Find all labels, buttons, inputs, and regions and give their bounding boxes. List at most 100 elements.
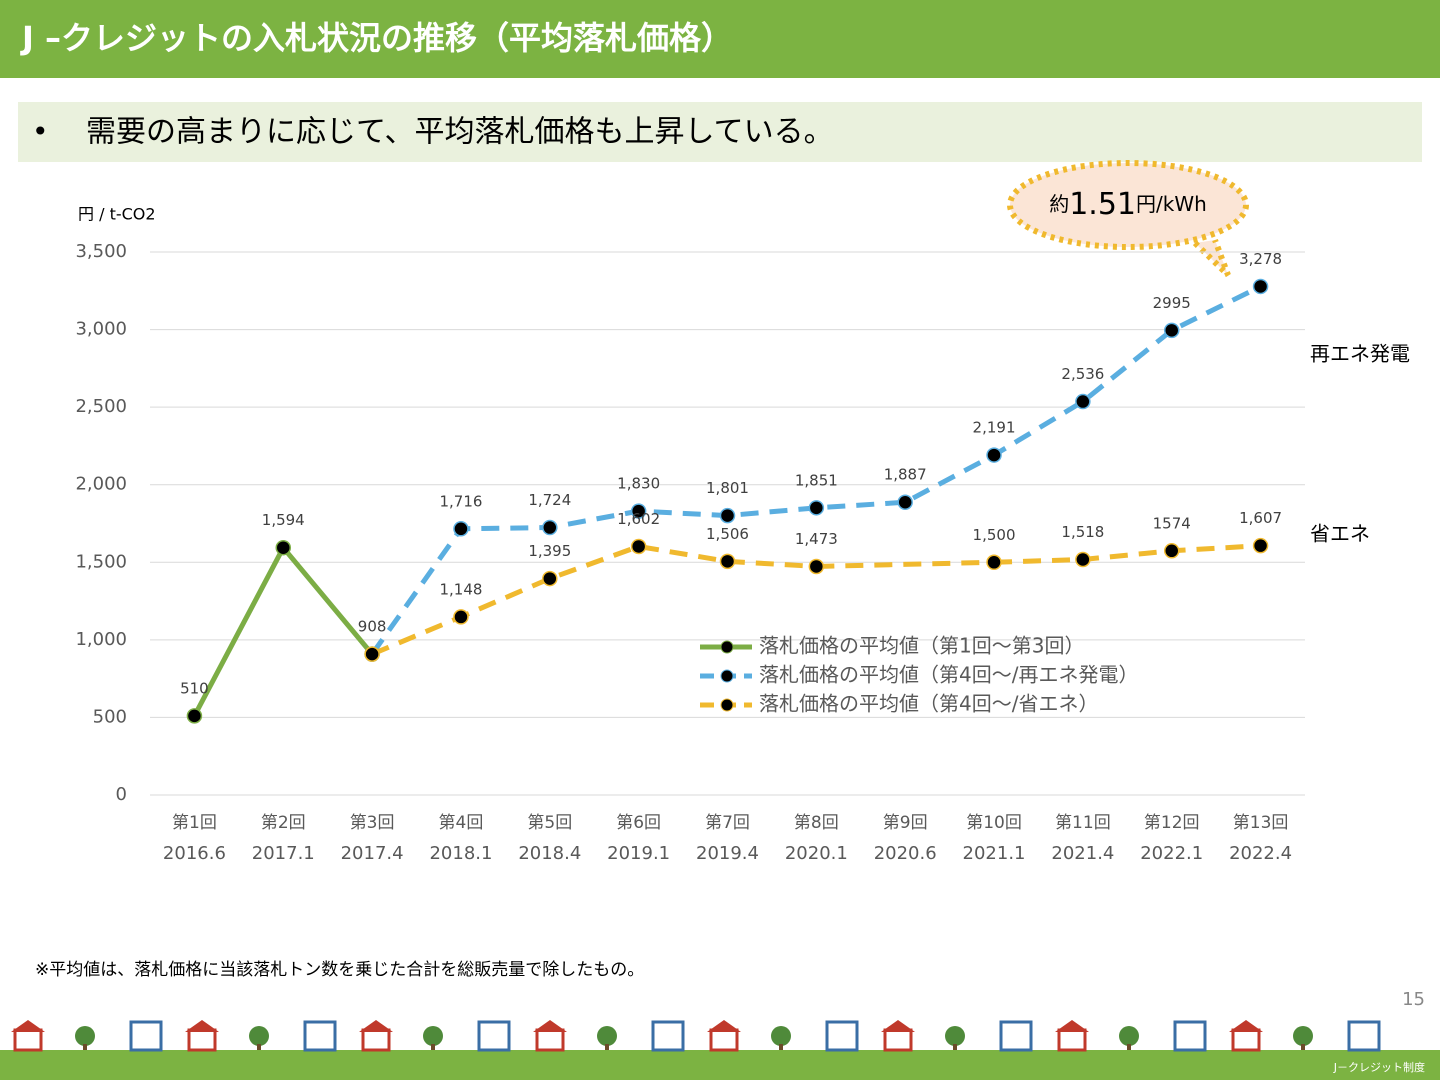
x-tick-label: 2022.1	[1140, 843, 1203, 864]
legend-marker	[720, 640, 734, 654]
x-tick-label: 2021.4	[1051, 843, 1114, 864]
x-tick-label: 2018.4	[518, 843, 581, 864]
legend-marker	[720, 669, 734, 683]
point	[719, 507, 736, 524]
page-number: 15	[1402, 989, 1425, 1010]
x-tick-label: 2017.4	[341, 843, 404, 864]
data-label: 1,602	[617, 510, 660, 528]
data-label: 2,536	[1061, 365, 1104, 383]
x-tick-label: 第9回	[883, 813, 928, 833]
bullet: •	[32, 115, 49, 148]
y-tick-label: 500	[93, 706, 127, 727]
slide-title: J –クレジットの入札状況の推移（平均落札価格）	[20, 19, 733, 57]
legend-marker	[720, 698, 734, 712]
data-label: 1,887	[884, 466, 927, 484]
legend-label: 落札価格の平均値（第1回～第3回）	[759, 634, 1084, 658]
x-tick-label: 2020.1	[785, 843, 848, 864]
point	[808, 500, 825, 516]
x-tick-label: 第13回	[1233, 813, 1289, 833]
roof	[185, 1020, 219, 1032]
data-label: 1,830	[617, 475, 660, 493]
house	[1231, 1028, 1261, 1052]
roof	[881, 1020, 915, 1032]
trunk	[779, 1044, 783, 1050]
tree	[597, 1026, 617, 1046]
x-tick-label: 第10回	[966, 813, 1022, 833]
callout-value: 1.51	[1069, 187, 1136, 222]
point	[630, 503, 647, 519]
y-tick-label: 1,000	[75, 629, 127, 650]
point	[1075, 551, 1091, 568]
house	[709, 1028, 739, 1052]
point	[542, 519, 558, 536]
x-tick-label: 第7回	[705, 813, 750, 833]
x-tick-label: 第5回	[527, 813, 572, 833]
callout-tail	[1192, 238, 1231, 278]
annotation: 再エネ発電	[1310, 342, 1410, 366]
house	[187, 1028, 217, 1052]
building	[1173, 1020, 1207, 1052]
data-label: 1,851	[795, 471, 838, 489]
roof	[533, 1020, 567, 1032]
house	[1057, 1028, 1087, 1052]
point	[1163, 543, 1180, 559]
data-label: 1,594	[262, 511, 305, 529]
data-label: 908	[358, 618, 387, 636]
data-label: 1,395	[528, 542, 571, 560]
trunk	[257, 1044, 261, 1050]
data-label: 1,801	[706, 479, 749, 497]
x-tick-label: 第8回	[794, 813, 839, 833]
roof	[707, 1020, 741, 1032]
tree	[1119, 1026, 1139, 1046]
footer-bar	[0, 1050, 1440, 1080]
tree	[423, 1026, 443, 1046]
tree	[771, 1026, 791, 1046]
y-tick-label: 1,500	[75, 551, 127, 572]
y-tick-label: 3,000	[75, 319, 127, 340]
point	[1252, 278, 1269, 295]
series-line	[192, 543, 375, 718]
point	[542, 570, 558, 587]
roof	[1229, 1020, 1263, 1032]
series-line	[371, 543, 817, 657]
y-tick-label: 2,500	[75, 396, 127, 417]
data-label: 510	[180, 679, 209, 697]
x-tick-label: 2016.6	[163, 843, 226, 864]
tree	[1293, 1026, 1313, 1046]
callout-bubble	[1007, 160, 1249, 250]
x-tick-label: 第6回	[616, 813, 661, 833]
trunk	[605, 1044, 609, 1050]
y-tick-label: 0	[116, 784, 127, 805]
building	[825, 1020, 859, 1052]
data-label: 1,607	[1239, 509, 1282, 527]
trunk	[953, 1044, 957, 1050]
tree	[249, 1026, 269, 1046]
data-label: 2995	[1153, 294, 1191, 312]
building	[651, 1020, 685, 1052]
roof	[359, 1020, 393, 1032]
house	[535, 1028, 565, 1052]
x-tick-label: 第2回	[261, 813, 306, 833]
data-label: 1574	[1153, 514, 1191, 532]
x-tick-label: 第11回	[1055, 813, 1111, 833]
point	[453, 609, 469, 625]
series-line	[993, 543, 1261, 565]
callout-text: 約1.51円/kWh	[1049, 187, 1207, 222]
point	[986, 554, 1002, 571]
x-tick-label: 2022.4	[1229, 843, 1292, 864]
point	[1075, 393, 1091, 410]
x-tick-label: 第12回	[1144, 813, 1200, 833]
roof	[1055, 1020, 1089, 1032]
footnote: ※平均値は、落札価格に当該落札トン数を乗じた合計を総販売量で除したもの。	[35, 960, 644, 980]
point	[1252, 537, 1269, 554]
data-label: 3,278	[1239, 250, 1282, 268]
x-tick-label: 2020.6	[874, 843, 937, 864]
data-label: 1,500	[973, 526, 1016, 544]
header-bar	[0, 0, 1440, 78]
data-label: 1,473	[795, 530, 838, 548]
point	[630, 538, 647, 555]
legend-label: 落札価格の平均値（第4回～/再エネ発電）	[759, 663, 1138, 687]
data-label: 1,148	[439, 580, 482, 598]
point	[364, 646, 380, 662]
